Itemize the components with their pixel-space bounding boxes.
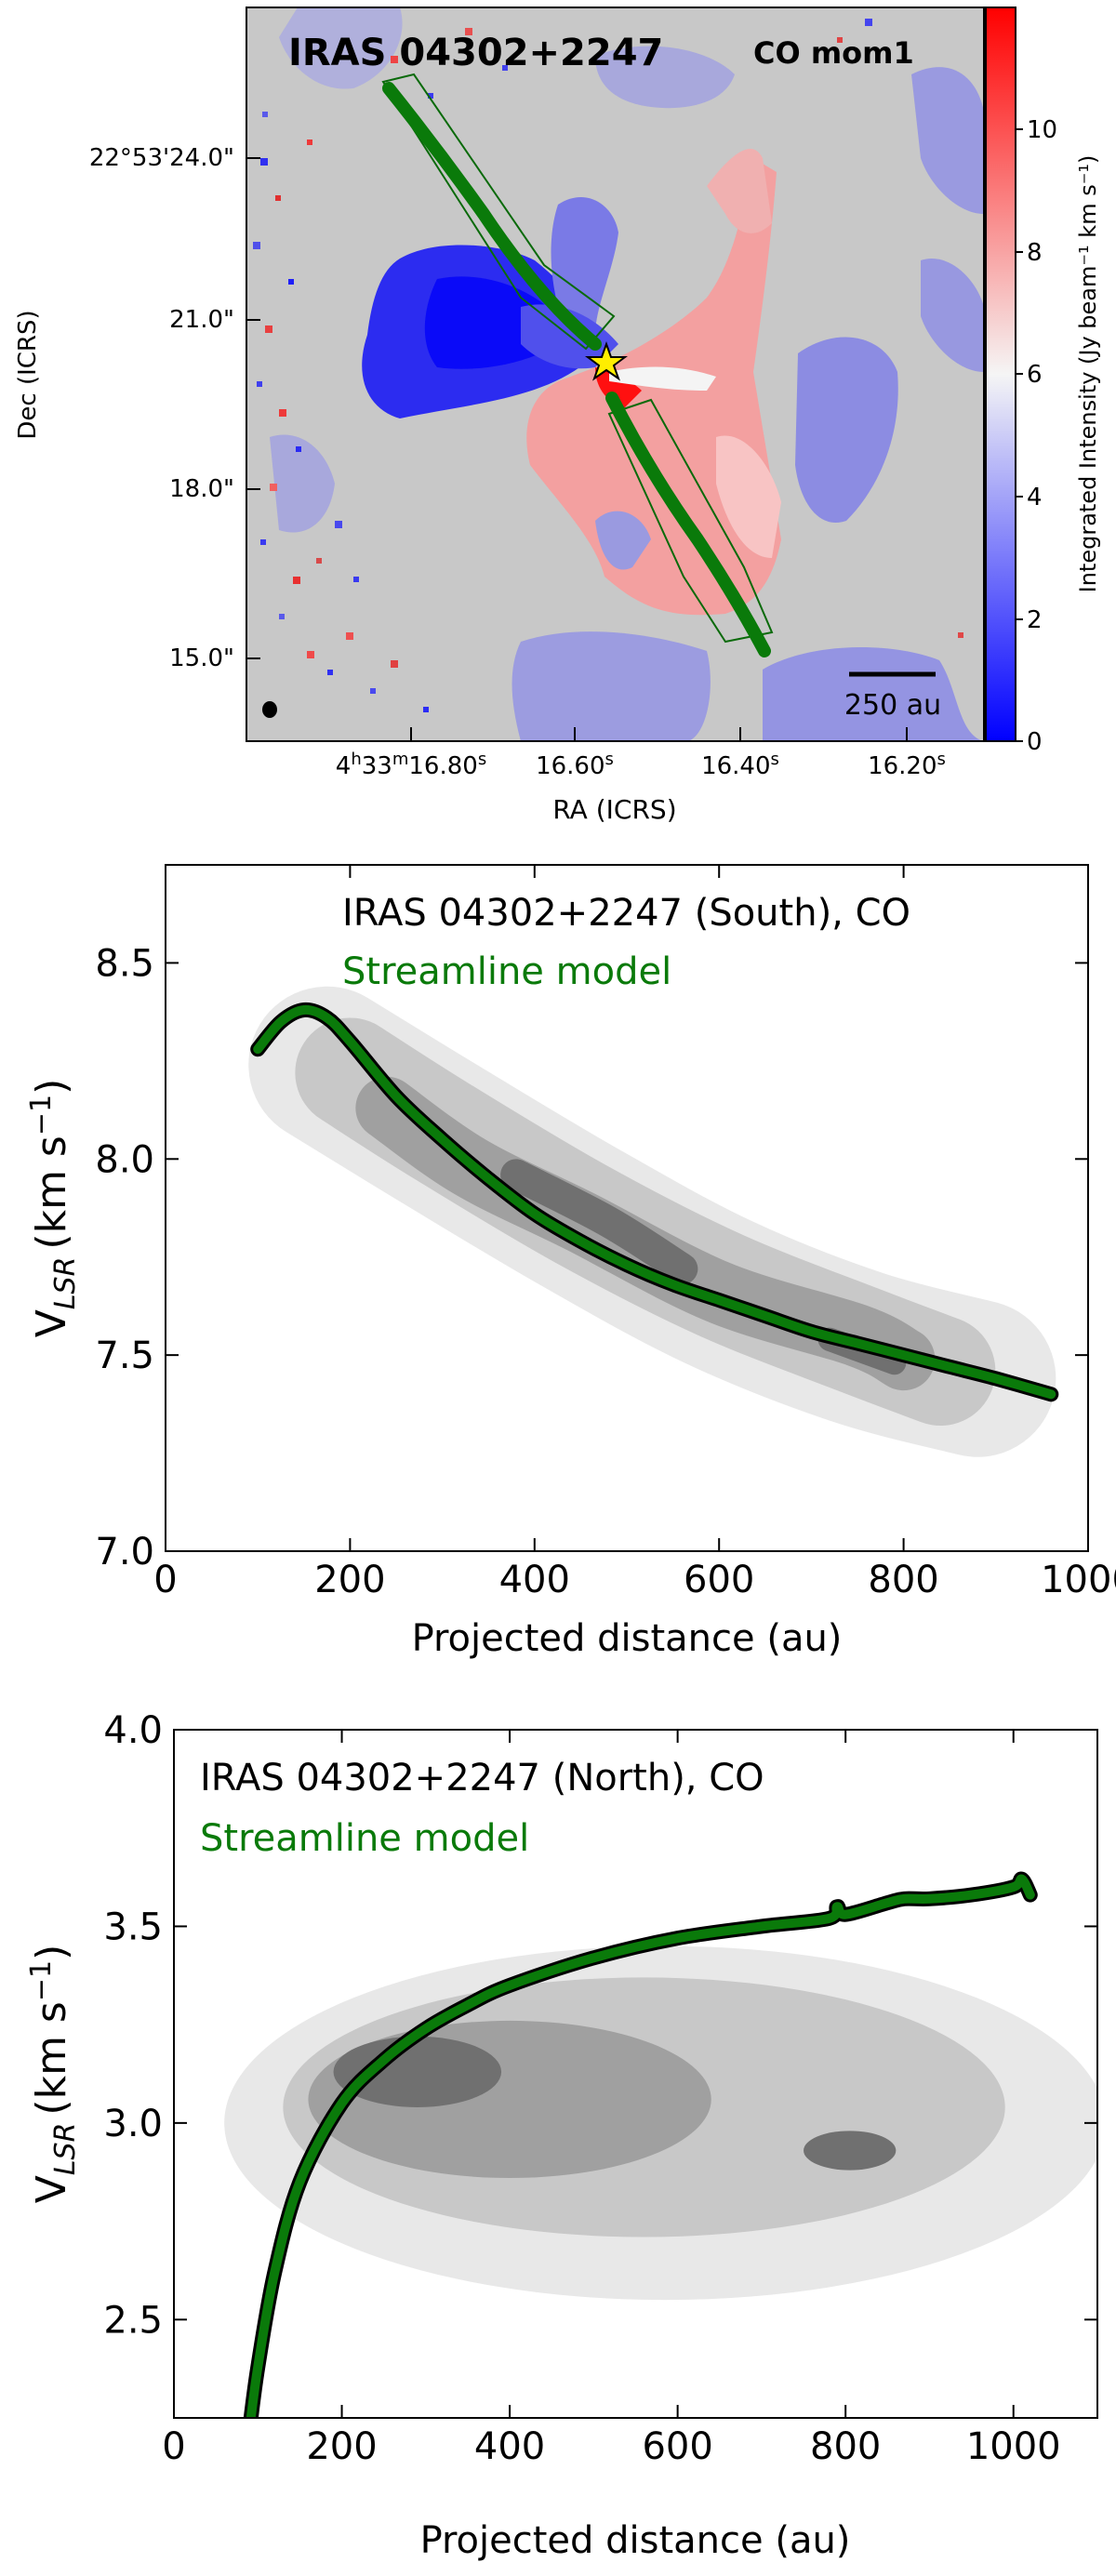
north-xtick-label-1: 200 bbox=[306, 2425, 377, 2468]
mom1-map-image: 250 au bbox=[253, 7, 984, 741]
north-legend-model: Streamline model bbox=[200, 1817, 529, 1860]
south-ytick-label-2: 8.0 bbox=[95, 1138, 154, 1181]
scalebar-label: 250 au bbox=[844, 689, 941, 722]
colorbar: 0 2 4 6 8 10 Integrated Intensity (Jy be… bbox=[985, 7, 1101, 756]
mom1-x-axis: 4h33m16.80s 16.60s 16.40s 16.20s RA (ICR… bbox=[336, 727, 946, 825]
colorbar-tick-2: 4 bbox=[1027, 484, 1043, 511]
north-ytick-label-3: 4.0 bbox=[103, 1709, 163, 1752]
colorbar-tick-4: 8 bbox=[1027, 239, 1043, 267]
north-xtick-label-0: 0 bbox=[162, 2425, 185, 2468]
north-ylabel: VLSR(km s−1) bbox=[25, 1945, 82, 2204]
south-xtick-label-5: 1000 bbox=[1041, 1559, 1116, 1601]
south-xtick-label-2: 400 bbox=[499, 1559, 570, 1601]
colorbar-tick-1: 2 bbox=[1027, 606, 1043, 634]
south-axes-box bbox=[165, 864, 1089, 1552]
colorbar-gradient bbox=[985, 7, 1016, 742]
mom1-y-axis: 22°53'24.0" 21.0" 18.0" 15.0" Dec (ICRS) bbox=[14, 144, 260, 672]
south-legend-title: IRAS 04302+2247 (South), CO bbox=[342, 892, 910, 935]
protostar-star-icon bbox=[585, 341, 628, 381]
north-axis-ticks: 0 200 400 600 800 1000 2.5 3.0 3.5 4.0 bbox=[103, 1709, 1097, 2468]
mom1-ytick-2: 18.0" bbox=[169, 475, 234, 503]
south-ytick-label-3: 8.5 bbox=[95, 942, 154, 985]
north-ytick-label-0: 2.5 bbox=[103, 2299, 163, 2342]
colorbar-label: Integrated Intensity (Jy beam⁻¹ km s⁻¹) bbox=[1075, 155, 1101, 593]
mom1-map-frame bbox=[246, 7, 985, 742]
beam-ellipse bbox=[262, 701, 277, 718]
north-xlabel: Projected distance (au) bbox=[420, 2519, 851, 2562]
mom1-ytick-0: 22°53'24.0" bbox=[89, 144, 234, 172]
south-ylabel: VLSR(km s−1) bbox=[25, 1079, 82, 1338]
south-legend-model: Streamline model bbox=[342, 950, 671, 993]
north-ytick-label-1: 3.0 bbox=[103, 2103, 163, 2145]
streamline-north bbox=[382, 82, 602, 351]
south-ytick-label-1: 7.5 bbox=[95, 1334, 154, 1377]
north-xtick-label-4: 800 bbox=[810, 2425, 881, 2468]
south-xtick-label-1: 200 bbox=[314, 1559, 385, 1601]
north-density-level-4-3 bbox=[333, 2036, 502, 2107]
streamlines bbox=[382, 82, 771, 657]
north-model-curve bbox=[246, 1874, 1035, 2418]
mom1-ytick-1: 21.0" bbox=[169, 306, 234, 334]
north-legend-title: IRAS 04302+2247 (North), CO bbox=[200, 1757, 764, 1799]
north-xtick-label-3: 600 bbox=[642, 2425, 712, 2468]
noise-pixels bbox=[253, 19, 963, 712]
north-model-curve-group bbox=[243, 1871, 1038, 2418]
model-outlines bbox=[381, 73, 774, 644]
south-model-curve bbox=[253, 1004, 1056, 1400]
mom1-xlabel: RA (ICRS) bbox=[552, 794, 676, 825]
mom1-title: IRAS 04302+2247 bbox=[288, 32, 663, 74]
north-density-level-4-4 bbox=[804, 2131, 897, 2171]
north-panel: 0 200 400 600 800 1000 2.5 3.0 3.5 4.0 IRAS 04302… bbox=[25, 1709, 1098, 2562]
north-ytick-label-2: 3.5 bbox=[103, 1905, 163, 1948]
south-ytick-label-0: 7.0 bbox=[95, 1531, 154, 1573]
north-xtick-label-5: 1000 bbox=[966, 2425, 1061, 2468]
south-xtick-label-0: 0 bbox=[153, 1559, 177, 1601]
mom1-ylabel: Dec (ICRS) bbox=[14, 310, 42, 439]
north-xtick-label-2: 400 bbox=[474, 2425, 545, 2468]
mom1-subtitle: CO mom1 bbox=[753, 35, 914, 71]
mom1-ytick-3: 15.0" bbox=[169, 644, 234, 672]
mom1-xtick-1: 16.60s bbox=[536, 750, 614, 780]
mom1-xtick-2: 16.40s bbox=[701, 750, 779, 780]
north-axes-box bbox=[173, 1729, 1098, 2419]
colorbar-tick-5: 10 bbox=[1027, 116, 1057, 144]
south-model-curve-group bbox=[250, 1002, 1059, 1402]
south-xlabel: Projected distance (au) bbox=[412, 1617, 843, 1660]
streamline-south bbox=[605, 392, 771, 657]
south-xtick-label-3: 600 bbox=[684, 1559, 754, 1601]
colorbar-tick-0: 0 bbox=[1027, 728, 1043, 756]
colorbar-tick-3: 6 bbox=[1027, 361, 1043, 389]
south-axis-ticks: 0 200 400 600 800 1000 7.0 7.5 8.0 8.5 bbox=[95, 865, 1116, 1601]
south-density-level-4-3 bbox=[500, 1159, 698, 1285]
south-panel: 0 200 400 600 800 1000 7.0 7.5 8.0 8.5 IRAS 04302… bbox=[25, 864, 1116, 1660]
mom1-xtick-0: 4h33m16.80s bbox=[336, 750, 486, 780]
north-density-contours bbox=[224, 1945, 1097, 2301]
mom1-panel: 250 au IRAS 04302+2247 CO mom1 22°53'24.… bbox=[14, 7, 1101, 825]
mom1-xtick-3: 16.20s bbox=[868, 750, 946, 780]
south-xtick-label-4: 800 bbox=[868, 1559, 938, 1601]
